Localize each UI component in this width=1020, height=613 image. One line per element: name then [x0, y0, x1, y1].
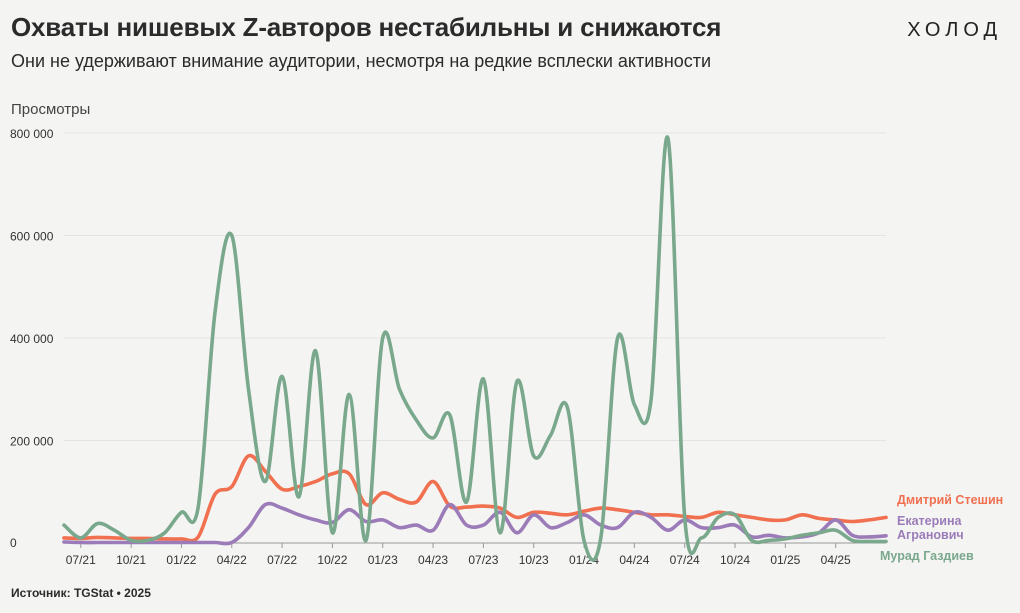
- x-tick-label: 10/24: [720, 553, 750, 567]
- x-tick-label: 07/21: [66, 553, 96, 567]
- x-tick-label: 04/25: [821, 553, 851, 567]
- x-tick-label: 01/22: [166, 553, 196, 567]
- x-tick-label: 10/23: [519, 553, 549, 567]
- x-tick-label: 04/23: [418, 553, 448, 567]
- series-label-gazdiev: Мурад Газдиев: [880, 549, 974, 563]
- chart-subtitle: Они не удерживают внимание аудитории, не…: [11, 51, 712, 71]
- series-label-agranovich: Екатерина: [897, 514, 962, 528]
- y-axis-label: Просмотры: [11, 101, 91, 118]
- x-tick-label: 01/24: [569, 553, 599, 567]
- x-tick-label: 07/22: [267, 553, 297, 567]
- chart-grid: [64, 132, 886, 544]
- y-axis-ticks: 0 200 000 400 000 600 000 800 000: [10, 127, 54, 550]
- x-tick-label: 04/24: [619, 553, 649, 567]
- x-tick-label: 10/22: [317, 553, 347, 567]
- y-tick-label: 0: [10, 536, 17, 550]
- x-tick-label: 07/24: [670, 553, 700, 567]
- x-tick-label: 10/21: [116, 553, 146, 567]
- x-tick-label: 07/23: [468, 553, 498, 567]
- chart-series: [62, 135, 888, 562]
- series-line-steshin: [62, 453, 888, 543]
- series-label-steshin: Дмитрий Стешин: [897, 493, 1003, 507]
- y-tick-label: 200 000: [10, 435, 54, 449]
- series-line-gazdiev: [62, 135, 888, 562]
- x-axis-ticks: 07/21 10/21 01/22 04/22 07/22 10/22 01/23 04/23…: [66, 543, 851, 567]
- series-label-agranovich: Агранович: [897, 528, 964, 542]
- brand-logo: ХОЛОД: [907, 19, 1002, 41]
- x-tick-label: 01/25: [770, 553, 800, 567]
- y-tick-label: 800 000: [10, 127, 54, 141]
- y-tick-label: 600 000: [10, 230, 54, 244]
- source-note: Источник: TGStat • 2025: [11, 586, 151, 600]
- x-tick-label: 04/22: [217, 553, 247, 567]
- x-tick-label: 01/23: [368, 553, 398, 567]
- series-line-agranovich: [62, 501, 888, 546]
- chart-title: Охваты нишевых Z-авторов нестабильны и с…: [11, 12, 722, 42]
- y-tick-label: 400 000: [10, 332, 54, 346]
